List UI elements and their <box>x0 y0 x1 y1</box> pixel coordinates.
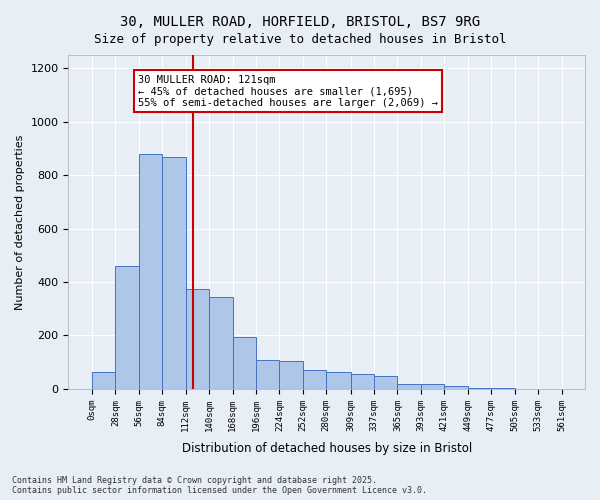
Bar <box>374 376 397 389</box>
Bar <box>303 370 326 389</box>
Text: 30, MULLER ROAD, HORFIELD, BRISTOL, BS7 9RG: 30, MULLER ROAD, HORFIELD, BRISTOL, BS7 … <box>120 15 480 29</box>
Bar <box>491 388 515 389</box>
Bar <box>139 154 162 389</box>
Bar <box>326 372 350 389</box>
Text: Contains HM Land Registry data © Crown copyright and database right 2025.
Contai: Contains HM Land Registry data © Crown c… <box>12 476 427 495</box>
Bar <box>92 372 115 389</box>
Y-axis label: Number of detached properties: Number of detached properties <box>15 134 25 310</box>
Text: Size of property relative to detached houses in Bristol: Size of property relative to detached ho… <box>94 32 506 46</box>
Bar <box>350 374 374 389</box>
Bar <box>185 288 209 389</box>
Bar <box>421 384 445 389</box>
Bar <box>397 384 421 389</box>
Bar <box>233 337 256 389</box>
X-axis label: Distribution of detached houses by size in Bristol: Distribution of detached houses by size … <box>182 442 472 455</box>
Bar <box>445 386 468 389</box>
Text: 30 MULLER ROAD: 121sqm
← 45% of detached houses are smaller (1,695)
55% of semi-: 30 MULLER ROAD: 121sqm ← 45% of detached… <box>138 74 438 108</box>
Bar <box>162 156 185 389</box>
Bar <box>115 266 139 389</box>
Bar <box>209 297 233 389</box>
Bar <box>468 388 491 389</box>
Bar <box>256 360 280 389</box>
Bar <box>280 361 303 389</box>
